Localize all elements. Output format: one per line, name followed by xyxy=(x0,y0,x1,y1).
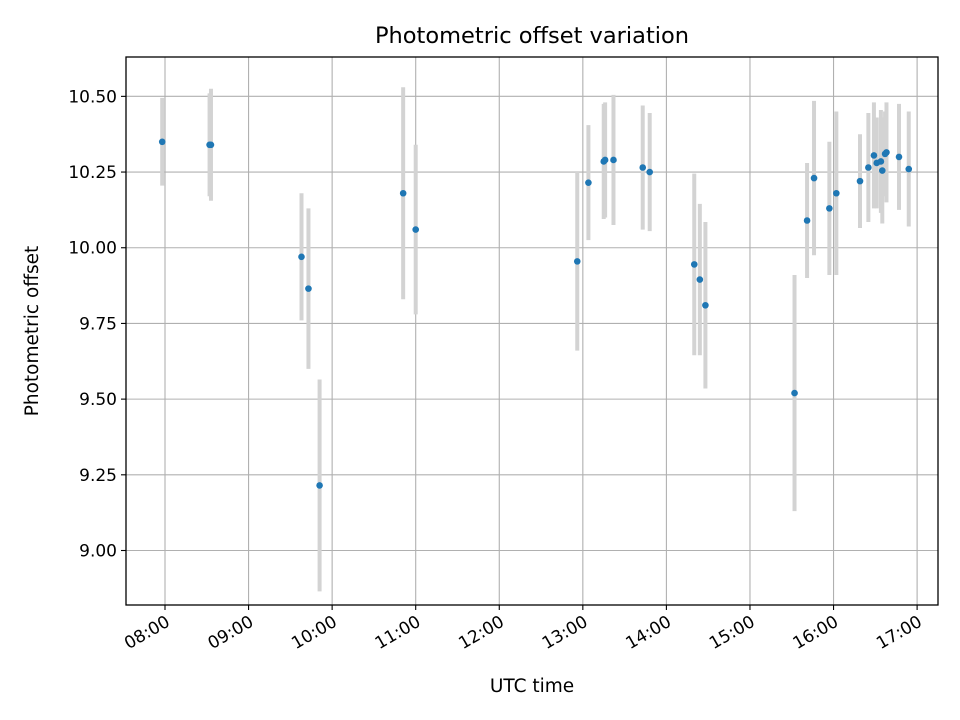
data-point xyxy=(791,389,798,397)
data-point xyxy=(803,217,811,224)
data-point xyxy=(826,205,833,212)
data-point xyxy=(895,153,903,161)
grid xyxy=(126,57,938,605)
data-point xyxy=(601,156,609,164)
data-point xyxy=(883,149,890,156)
y-tick-label: 9.75 xyxy=(79,314,117,334)
data-point xyxy=(865,164,872,171)
data-point xyxy=(316,482,323,489)
y-tick-label: 9.00 xyxy=(79,542,117,562)
data-point xyxy=(905,165,913,173)
data-point xyxy=(646,168,653,176)
x-axis-label: UTC time xyxy=(490,676,574,697)
y-tick-label: 10.50 xyxy=(68,87,117,107)
data-point xyxy=(856,177,864,185)
data-point xyxy=(207,141,215,149)
data-point xyxy=(610,156,617,164)
data-point xyxy=(412,226,420,233)
y-axis-label: Photometric offset xyxy=(22,246,43,417)
data-point xyxy=(298,253,305,261)
data-point xyxy=(810,174,818,182)
data-point xyxy=(833,189,840,197)
y-tick-label: 10.25 xyxy=(68,163,117,183)
data-point xyxy=(158,138,166,146)
data-point xyxy=(690,261,698,268)
data-point xyxy=(585,179,592,186)
data-point xyxy=(399,189,407,197)
y-tick-label: 10.00 xyxy=(68,239,117,259)
data-point xyxy=(573,258,581,265)
data-point xyxy=(877,158,885,165)
y-tick-label: 9.25 xyxy=(79,466,117,486)
data-point xyxy=(870,152,878,159)
y-axis: 9.00 9.25 9.50 9.75 10.00 10.25 10.50 xyxy=(68,87,126,562)
y-tick-label: 9.50 xyxy=(79,390,117,410)
chart-title: Photometric offset variation xyxy=(375,23,689,49)
data-point xyxy=(639,164,647,171)
data-point xyxy=(702,301,709,309)
data-points xyxy=(158,138,913,489)
data-point xyxy=(878,167,886,174)
plot-frame xyxy=(125,56,939,606)
data-point xyxy=(696,276,704,283)
data-point xyxy=(305,285,312,292)
